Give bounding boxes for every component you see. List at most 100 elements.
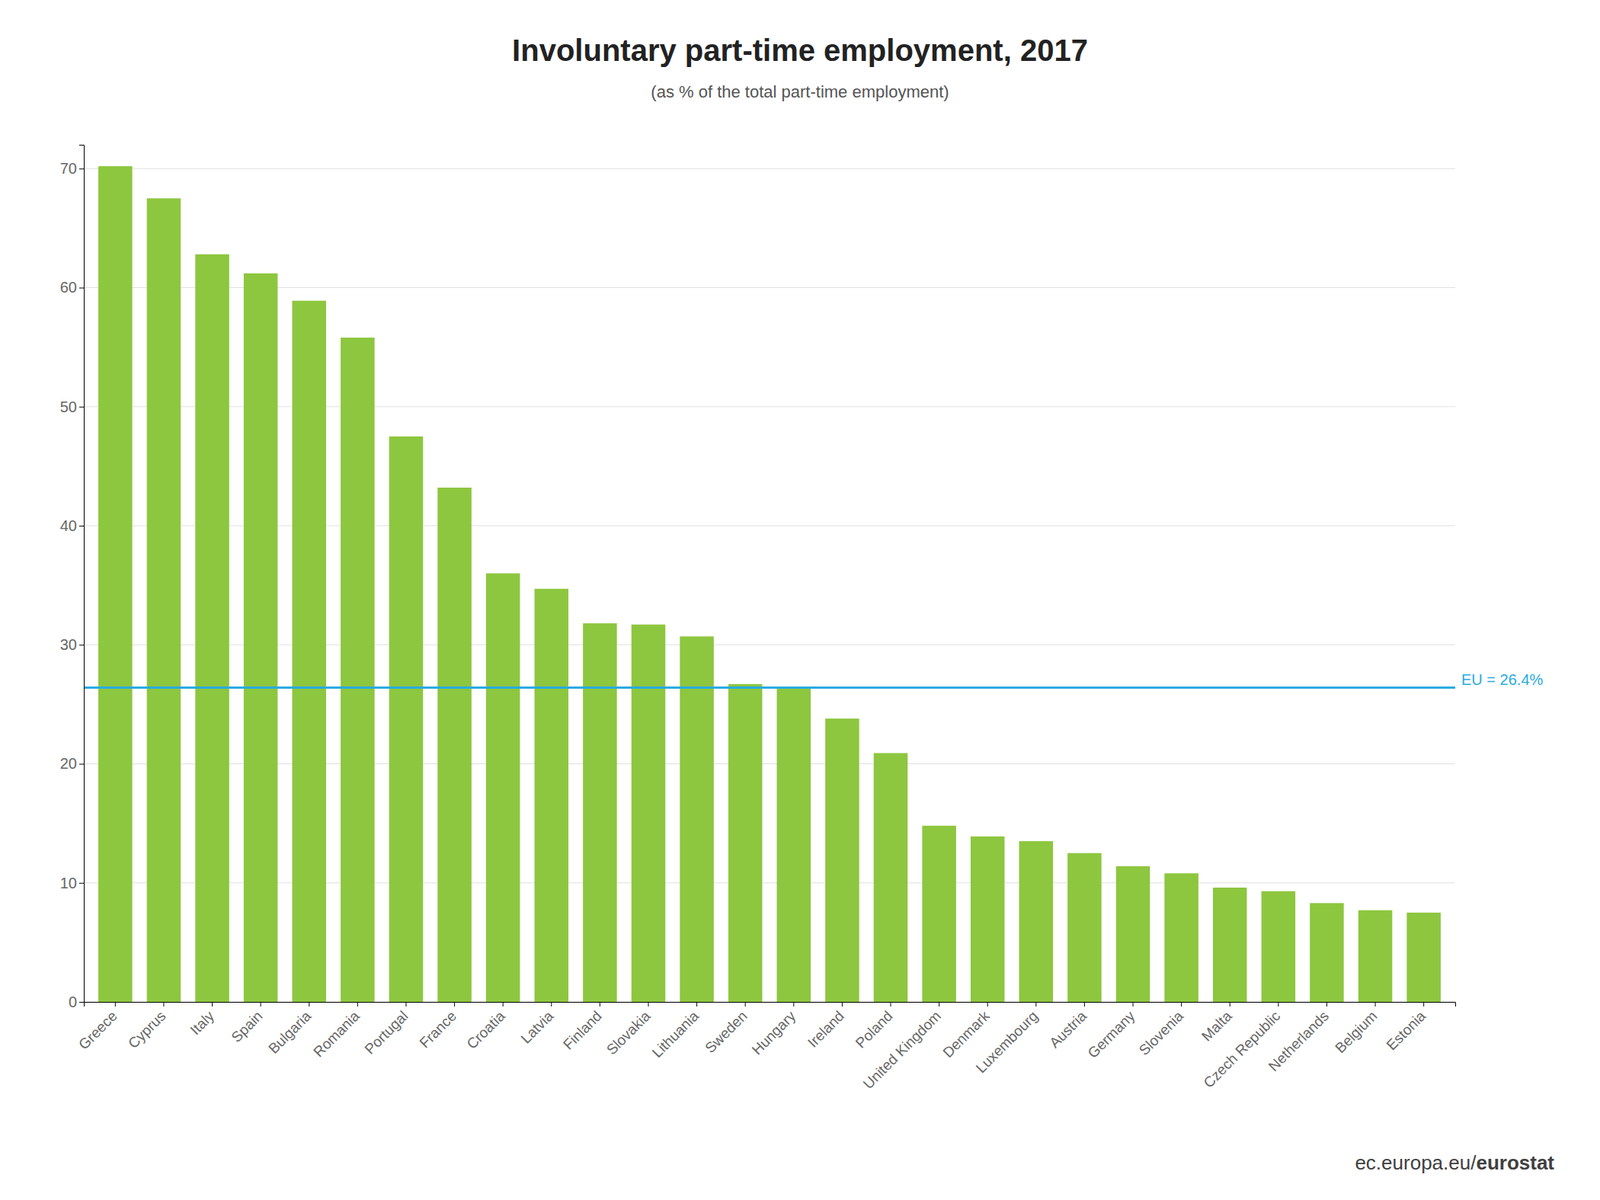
- bar: [1212, 887, 1248, 1002]
- tick: 10: [60, 874, 84, 892]
- tick-label: Hungary: [748, 1007, 800, 1058]
- tick: Cyprus: [124, 1001, 169, 1052]
- tick-label: Portugal: [361, 1008, 412, 1058]
- tick-mark: [745, 1001, 746, 1007]
- tick-mark: [1326, 1001, 1328, 1007]
- tick: Latvia: [518, 1001, 557, 1047]
- tick-label: Poland: [852, 1008, 896, 1052]
- tick: Belgium: [1331, 1001, 1380, 1056]
- tick: 40: [60, 517, 84, 535]
- tick: Sweden: [701, 1001, 750, 1056]
- tick: Ireland: [804, 1001, 848, 1051]
- tick-label: Slovenia: [1136, 1007, 1188, 1059]
- tick-label: Germany: [1084, 1007, 1138, 1061]
- grid: [83, 168, 1456, 1002]
- tick-mark: [599, 1001, 601, 1007]
- bar: [534, 588, 570, 1002]
- grid-line: [83, 287, 1456, 288]
- tick-label: Romania: [310, 1007, 363, 1060]
- tick-mark: [357, 1001, 359, 1007]
- tick: Hungary: [748, 1001, 800, 1058]
- tick-label: United Kingdom: [860, 1008, 944, 1092]
- tick-mark: [115, 1001, 116, 1007]
- bar: [873, 752, 909, 1002]
- tick-mark: [79, 168, 84, 170]
- tick-mark: [1035, 1001, 1037, 1007]
- tick-label: Greece: [75, 1008, 121, 1053]
- tick-label: 60: [60, 278, 77, 296]
- tick-mark: [1375, 1001, 1376, 1007]
- bar: [486, 573, 521, 1003]
- grid-line: [83, 763, 1456, 765]
- bar: [1164, 873, 1199, 1002]
- marks: [83, 166, 1456, 1002]
- tick-mark: [1277, 1001, 1279, 1007]
- bar: [1116, 866, 1151, 1002]
- tick: Slovakia: [603, 1001, 654, 1058]
- tick-label: 50: [60, 398, 77, 416]
- plot: EU = 26.4%010203040506070GreeceCyprusIta…: [60, 145, 1544, 1093]
- x-axis: GreeceCyprus Italy SpainBulgariaRomaniaPor…: [75, 1001, 1456, 1092]
- tick-mark: [454, 1001, 455, 1007]
- tick-mark: [163, 1001, 164, 1007]
- tick-label: 70: [60, 160, 77, 177]
- tick-mark: [647, 1001, 649, 1007]
- tick-mark: [1229, 1001, 1231, 1007]
- tick-mark: [211, 1001, 213, 1007]
- tick: Lithuania: [649, 1001, 703, 1061]
- tick: Estonia: [1383, 1001, 1430, 1053]
- tick-label: 30: [60, 636, 77, 653]
- bar: [1358, 910, 1393, 1002]
- tick-mark: [260, 1001, 262, 1007]
- tick-mark: [502, 1001, 504, 1007]
- watermark: ec.europa.eu/eurostat: [1354, 1151, 1555, 1175]
- tick: Italy: [187, 1001, 218, 1038]
- tick: Austria: [1046, 1001, 1090, 1051]
- tick: Portugal: [361, 1001, 412, 1058]
- tick: Netherlands: [1265, 1001, 1332, 1075]
- reference-line: [83, 686, 1456, 689]
- tick: Bulgaria: [265, 1001, 314, 1057]
- tick-label: Finland: [560, 1008, 605, 1053]
- tick-label: Latvia: [518, 1007, 557, 1047]
- bar: [147, 198, 182, 1002]
- tick-mark: [79, 406, 84, 408]
- watermark-part: eurostat: [1475, 1151, 1555, 1175]
- tick: Finland: [560, 1001, 605, 1053]
- tick-mark: [79, 525, 84, 527]
- tick-label: Netherlands: [1265, 1008, 1332, 1075]
- tick-label: Croatia: [464, 1007, 509, 1052]
- tick-mark: [1132, 1001, 1134, 1007]
- tick-label: Bulgaria: [265, 1007, 314, 1056]
- tick: United Kingdom: [860, 1001, 944, 1092]
- bar: [1406, 912, 1441, 1002]
- subtitle: (as % of the total part-time employment): [650, 82, 949, 102]
- bar: [1067, 853, 1102, 1002]
- tick: 0: [68, 993, 84, 1011]
- tick: Germany: [1084, 1001, 1138, 1062]
- tick: France: [416, 1001, 460, 1051]
- tick: Poland: [852, 1001, 896, 1051]
- tick-label: Austria: [1046, 1007, 1090, 1051]
- tick-label: France: [416, 1008, 460, 1052]
- tick: Greece: [75, 1001, 121, 1053]
- tick-label: 40: [60, 517, 77, 535]
- tick-mark: [696, 1001, 698, 1007]
- tick-mark: [1423, 1001, 1424, 1007]
- tick-label: 20: [60, 755, 77, 772]
- tick-label: Spain: [227, 1008, 266, 1046]
- bar: [291, 300, 327, 1002]
- tick-label: Estonia: [1383, 1007, 1430, 1053]
- axis-line: [84, 1002, 1456, 1008]
- tick: Croatia: [464, 1001, 509, 1053]
- tick-mark: [308, 1001, 310, 1007]
- watermark-part: ec.europa.eu/: [1354, 1151, 1477, 1175]
- tick: 20: [60, 755, 84, 772]
- tick-mark: [79, 883, 84, 884]
- grid-line: [83, 644, 1456, 646]
- grid-line: [83, 525, 1456, 527]
- bar: [243, 273, 279, 1002]
- tick-mark: [550, 1001, 552, 1007]
- tick-label: Ireland: [804, 1008, 848, 1051]
- tick-mark: [405, 1001, 407, 1007]
